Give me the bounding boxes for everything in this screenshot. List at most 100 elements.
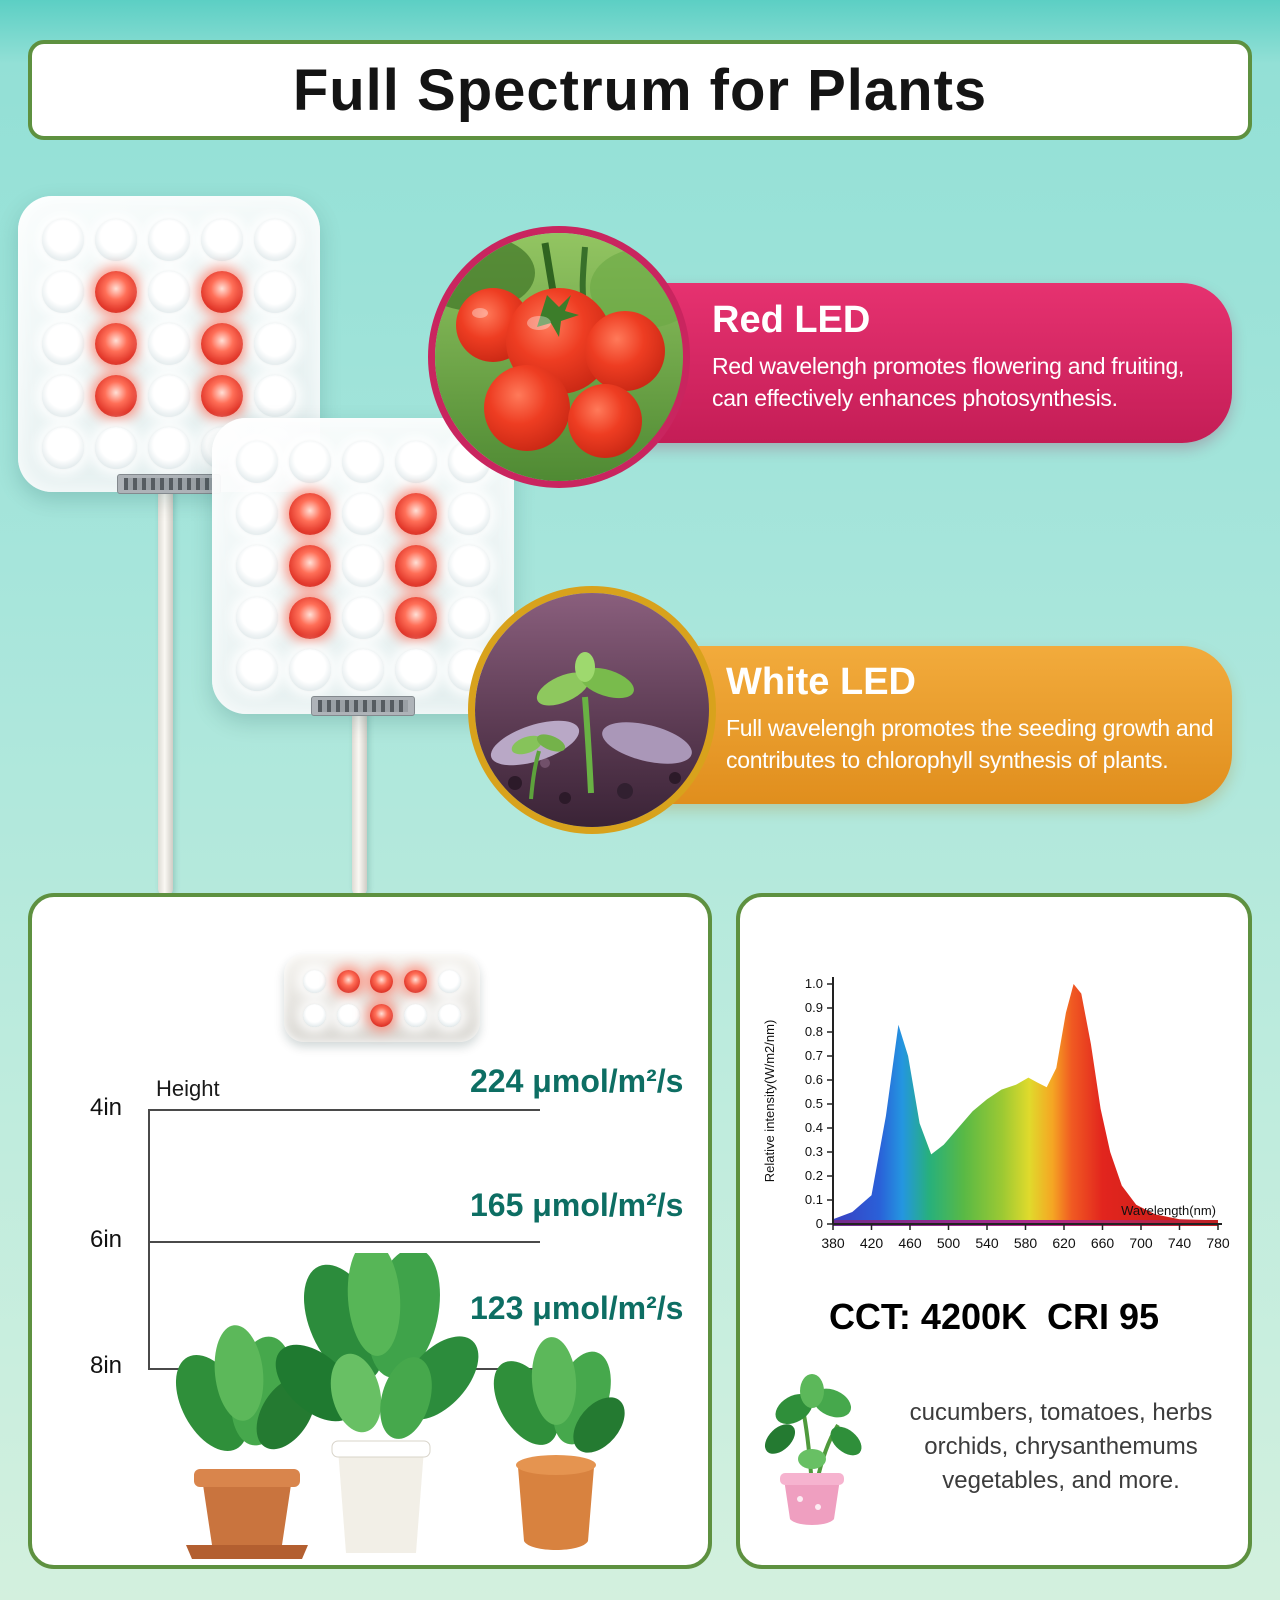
white-led	[235, 493, 278, 535]
white-led	[341, 545, 384, 587]
red-led	[370, 1003, 394, 1027]
height-mark: 4in	[90, 1094, 123, 1121]
red-led	[395, 545, 438, 587]
white-led	[288, 441, 331, 483]
white-led	[94, 219, 137, 261]
white-led	[254, 271, 297, 313]
white-led	[303, 1003, 327, 1027]
white-led	[404, 1003, 428, 1027]
red-led	[94, 375, 137, 417]
y-tick-label: 0	[816, 1216, 823, 1231]
red-led-line: Red wavelengh promotes flowering and fru…	[712, 353, 1185, 379]
red-led	[404, 969, 428, 993]
red-led	[201, 375, 244, 417]
white-led	[437, 1003, 461, 1027]
seedling-photo	[468, 586, 716, 834]
red-led	[201, 271, 244, 313]
plants-text-line: vegetables, and more.	[942, 1467, 1180, 1495]
white-led	[341, 493, 384, 535]
x-tick-label: 540	[975, 1235, 999, 1251]
x-tick-label: 500	[937, 1235, 961, 1251]
white-led	[41, 271, 84, 313]
x-tick-label: 460	[898, 1235, 922, 1251]
x-tick-label: 660	[1091, 1235, 1115, 1251]
ppfd-value: 123 μmol/m²/s	[470, 1290, 684, 1326]
x-tick-label: 620	[1052, 1235, 1076, 1251]
panel-connector	[311, 696, 415, 716]
grow-light-stem	[352, 702, 367, 896]
led-panel-graphic	[212, 418, 514, 716]
y-tick-label: 0.1	[805, 1192, 823, 1207]
height-axis-line	[148, 1109, 150, 1368]
red-led	[94, 271, 137, 313]
x-tick-label: 580	[1014, 1235, 1038, 1251]
white-led	[395, 649, 438, 691]
white-led	[147, 427, 190, 469]
red-led	[288, 493, 331, 535]
y-tick-label: 0.3	[805, 1144, 823, 1159]
white-led	[448, 545, 491, 587]
white-led-line: contributes to chlorophyll synthesis of …	[726, 746, 1169, 773]
houseplants-illustration	[175, 1253, 625, 1559]
y-tick-label: 0.6	[805, 1072, 823, 1087]
page-title: Full Spectrum for Plants	[292, 57, 988, 123]
y-tick-label: 0.4	[805, 1120, 823, 1135]
height-gridline-4in	[148, 1109, 540, 1111]
y-tick-label: 1.0	[805, 976, 823, 991]
plants-text-line: orchids, chrysanthemums	[924, 1432, 1198, 1460]
white-led	[147, 375, 190, 417]
led-panel-side-view	[284, 954, 480, 1042]
white-led	[235, 597, 278, 639]
white-led	[147, 271, 190, 313]
red-led	[288, 545, 331, 587]
seedling-illustration	[475, 593, 709, 827]
white-led	[147, 323, 190, 365]
red-led	[395, 493, 438, 535]
white-led	[254, 323, 297, 365]
height-gridline-6in	[148, 1241, 540, 1243]
potted-plant-icon	[764, 1374, 862, 1525]
white-led	[235, 545, 278, 587]
y-tick-label: 0.5	[805, 1096, 823, 1111]
white-led	[448, 493, 491, 535]
red-led-line: can effectively enhances photosynthesis.	[712, 384, 1118, 411]
spectrum-chart: 1.0 0.9 0.8 0.7 0.6 0.5 0.4 0.3 0.2 0.1 0 380 420 460…	[762, 976, 1230, 1251]
spectrum-card: 1.0 0.9 0.8 0.7 0.6 0.5 0.4 0.3 0.2 0.1 0 380 420 460…	[736, 893, 1252, 1569]
white-led	[235, 441, 278, 483]
tomato-illustration	[435, 233, 683, 481]
tomato-photo	[428, 226, 690, 488]
x-tick-label: 780	[1206, 1235, 1230, 1251]
white-led	[437, 969, 461, 993]
height-ppfd-card: Height 4in 6in 8in 224 μmol/m²/s 165 μmo…	[28, 893, 712, 1569]
y-tick-label: 0.9	[805, 1000, 823, 1015]
red-led	[395, 597, 438, 639]
white-led	[147, 219, 190, 261]
axis-ticks: 1.0 0.9 0.8 0.7 0.6 0.5 0.4 0.3 0.2 0.1 0 380 420 460…	[805, 976, 1230, 1251]
x-tick-label: 700	[1129, 1235, 1153, 1251]
x-tick-label: 420	[860, 1235, 884, 1251]
suitable-plants-row: cucumbers, tomatoes, herbs orchids, chry…	[754, 1367, 1242, 1527]
white-led	[341, 649, 384, 691]
white-led	[254, 375, 297, 417]
white-led	[341, 441, 384, 483]
spectrum-area	[833, 984, 1218, 1224]
red-led	[201, 323, 244, 365]
white-led	[201, 219, 244, 261]
ppfd-value: 224 μmol/m²/s	[470, 1063, 684, 1099]
white-led	[395, 441, 438, 483]
cct-cri-text: CCT: 4200K CRI 95	[828, 1296, 1160, 1337]
y-tick-label: 0.2	[805, 1168, 823, 1183]
white-led	[41, 323, 84, 365]
grow-light-stem	[158, 482, 173, 896]
red-led	[288, 597, 331, 639]
height-mark: 6in	[90, 1226, 123, 1253]
white-led	[41, 375, 84, 417]
y-axis-label: Relative intensity(W/m2/nm)	[762, 1020, 777, 1183]
white-led	[94, 427, 137, 469]
white-led	[303, 969, 327, 993]
panel-connector	[117, 474, 221, 494]
x-tick-label: 740	[1168, 1235, 1192, 1251]
white-led	[41, 219, 84, 261]
height-axis-label: Height	[156, 1076, 220, 1101]
white-led	[448, 597, 491, 639]
